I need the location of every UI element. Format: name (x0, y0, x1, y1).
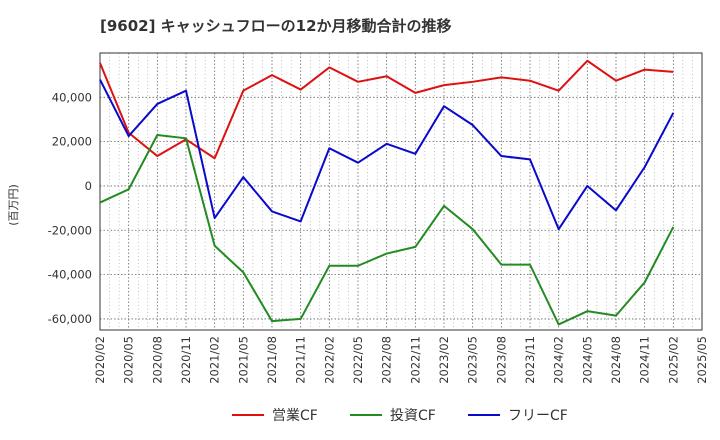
x-tick-label: 2021/02 (208, 336, 222, 384)
y-tick-label: 20,000 (52, 135, 92, 149)
legend: 営業CF 投資CF フリーCF (232, 408, 568, 424)
x-tick-label: 2022/11 (408, 336, 422, 384)
x-tick-label: 2023/11 (523, 336, 537, 384)
y-tick-label: 0 (85, 179, 92, 193)
series-line-0 (99, 59, 674, 160)
x-tick-label: 2023/08 (494, 336, 508, 384)
chart-title: [9602] キャッシュフローの12か月移動合計の推移 (100, 17, 452, 35)
y-axis-label: (百万円) (7, 184, 20, 226)
x-tick-label: 2020/02 (93, 336, 107, 384)
x-tick-label: 2020/08 (150, 336, 164, 384)
x-tick-label: 2025/02 (666, 336, 680, 384)
x-tick-label: 2023/02 (437, 336, 451, 384)
x-tick-label: 2021/05 (236, 336, 250, 384)
x-tick-label: 2024/02 (552, 336, 566, 384)
x-tick-label: 2024/08 (609, 336, 623, 384)
y-tick-label: 40,000 (52, 90, 92, 104)
x-tick-label: 2022/08 (380, 336, 394, 384)
x-tick-label: 2021/08 (265, 336, 279, 384)
series-layer (99, 59, 675, 326)
x-tick-label: 2022/05 (351, 336, 365, 384)
axis-layer: 40,00020,0000-20,000-40,000-60,0002020/0… (48, 52, 709, 384)
grid-layer (99, 53, 703, 330)
series-line-1 (99, 133, 675, 326)
x-tick-label: 2020/05 (122, 336, 136, 384)
legend-label: フリーCF (508, 408, 568, 424)
x-tick-label: 2020/11 (179, 336, 193, 384)
x-tick-label: 2023/05 (466, 336, 480, 384)
y-tick-label: -20,000 (48, 223, 92, 237)
x-tick-label: 2024/11 (638, 336, 652, 384)
legend-label: 投資CF (390, 408, 436, 424)
legend-label: 営業CF (272, 408, 318, 424)
y-tick-label: -60,000 (48, 312, 92, 326)
x-tick-label: 2024/05 (580, 336, 594, 384)
x-tick-label: 2022/02 (322, 336, 336, 384)
x-tick-label: 2025/05 (695, 336, 709, 384)
x-tick-label: 2021/11 (294, 336, 308, 384)
plot-frame (99, 52, 703, 331)
y-tick-label: -40,000 (48, 268, 92, 282)
series-line-2 (99, 79, 675, 231)
